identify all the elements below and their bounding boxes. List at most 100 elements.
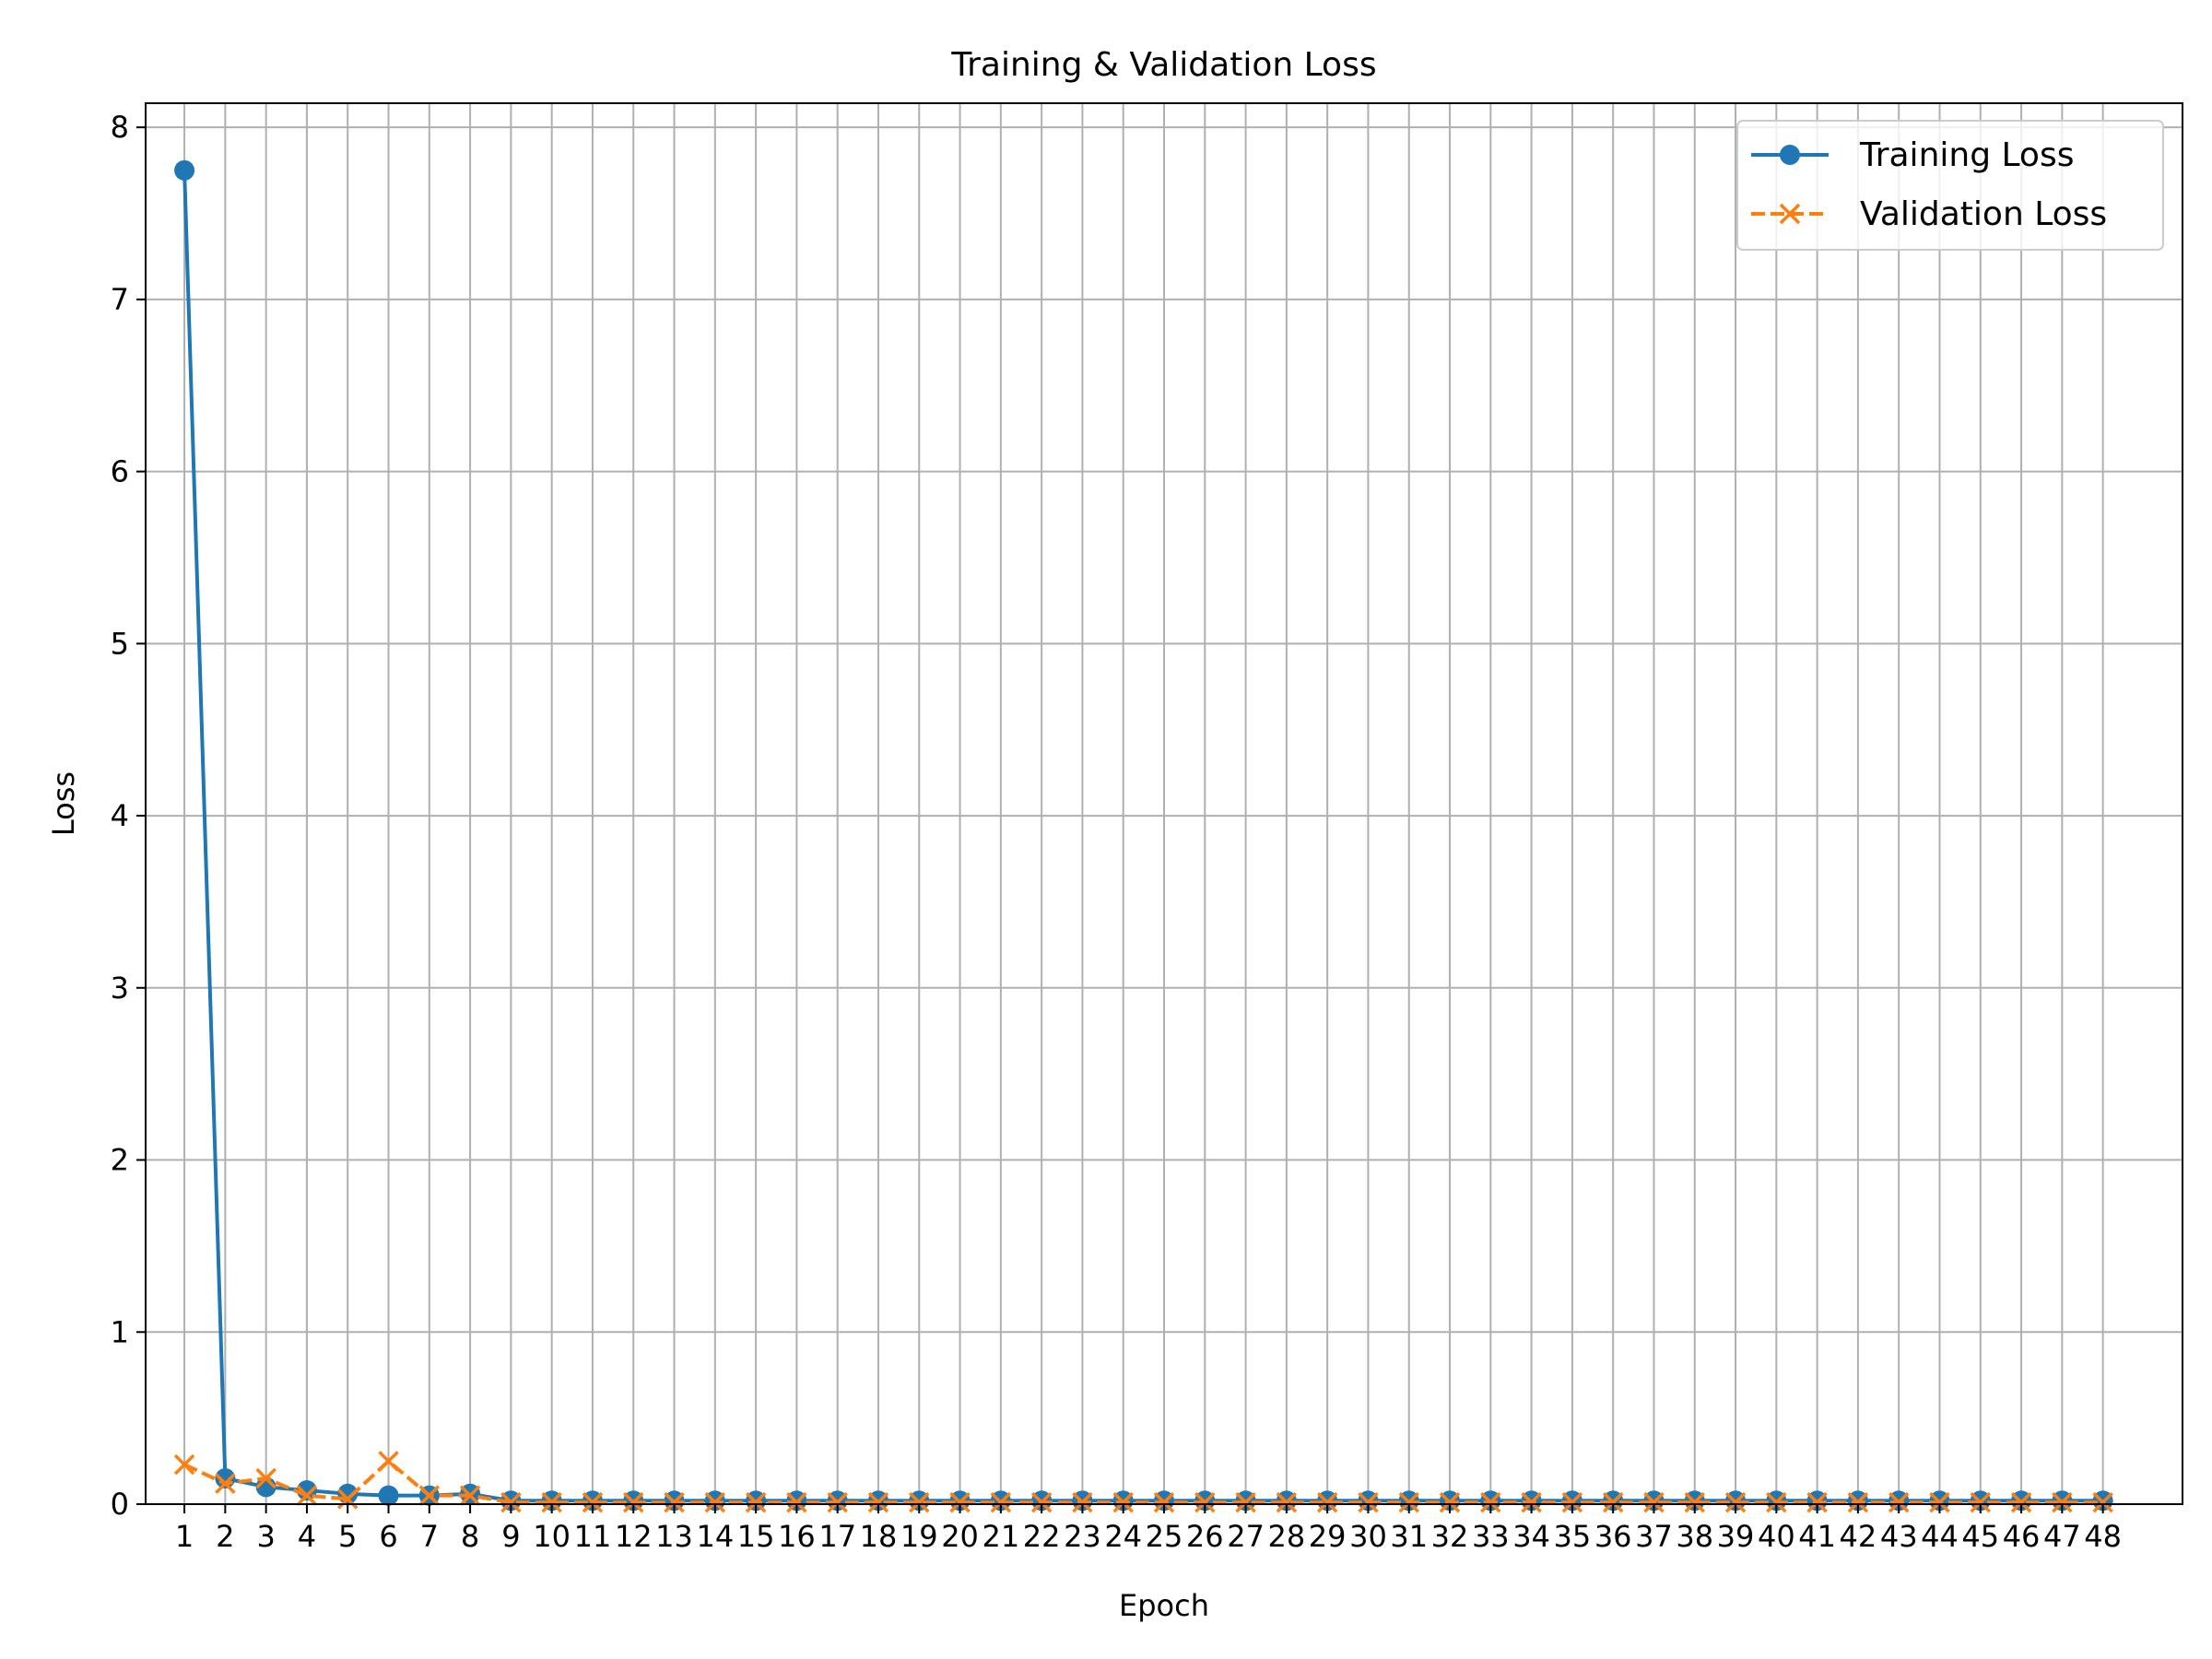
x-tick-label: 20 [941,1519,979,1554]
validation-loss-point [1276,1491,1298,1513]
validation-loss-point [1970,1491,1992,1513]
x-tick-label: 6 [379,1519,397,1554]
validation-loss-point [541,1491,562,1513]
validation-loss-point [1643,1491,1665,1513]
y-tick-label: 8 [111,110,129,145]
training-loss-point [378,1485,399,1506]
validation-loss-point [1806,1491,1828,1513]
series-layer [173,159,2113,1513]
x-tick-label: 36 [1594,1519,1632,1554]
x-tick-label: 13 [655,1519,693,1554]
x-tick-label: 22 [1023,1519,1061,1554]
x-tick-label: 24 [1104,1519,1142,1554]
x-tick-label: 11 [574,1519,612,1554]
x-tick-label: 3 [256,1519,275,1554]
x-tick-label: 7 [420,1519,439,1554]
x-tick-label: 43 [1880,1519,1918,1554]
x-tick-label: 46 [2003,1519,2041,1554]
x-tick-label: 27 [1227,1519,1265,1554]
validation-loss-point [1153,1491,1175,1513]
x-tick-label: 32 [1431,1519,1469,1554]
y-tick-label: 5 [111,626,129,661]
training-loss-point [174,159,195,181]
validation-loss-point [1521,1491,1542,1513]
legend-validation-label: Validation Loss [1860,195,2107,233]
x-tick-label: 17 [818,1519,856,1554]
x-tick-label: 21 [982,1519,1019,1554]
validation-loss-point [2052,1491,2073,1513]
x-tick-label: 29 [1309,1519,1347,1554]
x-tick-label: 4 [298,1519,316,1554]
validation-loss-point [949,1491,971,1513]
validation-loss-point [1684,1491,1705,1513]
validation-loss-point [378,1451,399,1472]
grid [146,103,2183,1505]
x-tick-label: 45 [1961,1519,1999,1554]
x-tick-label: 5 [338,1519,357,1554]
validation-loss-point [623,1491,644,1513]
validation-loss-point [704,1491,726,1513]
validation-loss-point [2010,1491,2032,1513]
y-tick-label: 0 [111,1487,129,1522]
validation-loss-point [1439,1491,1461,1513]
x-tick-label: 30 [1349,1519,1387,1554]
validation-loss-point [867,1491,889,1513]
x-tick-label: 14 [696,1519,734,1554]
validation-loss-point [827,1491,848,1513]
y-tick-label: 7 [111,282,129,317]
validation-loss-point [1602,1491,1624,1513]
training-loss-point [296,1480,317,1501]
validation-loss-point [786,1491,807,1513]
y-axis-label: Loss [46,771,81,836]
legend-training-marker [1780,145,1800,165]
validation-loss-point [215,1473,236,1494]
validation-loss-point [990,1491,1012,1513]
validation-loss-point [664,1491,685,1513]
x-tick-label: 2 [216,1519,234,1554]
y-tick-label: 4 [111,798,129,833]
validation-loss-point [500,1491,522,1513]
legend-box [1736,120,2164,251]
y-tick-label: 3 [111,971,129,1006]
x-tick-label: 25 [1146,1519,1183,1554]
validation-loss-point [1316,1491,1338,1513]
x-tick-label: 8 [461,1519,479,1554]
validation-loss-point [336,1488,359,1510]
validation-loss-point [1235,1491,1256,1513]
x-tick-label: 19 [900,1519,938,1554]
x-tick-label: 1 [175,1519,194,1554]
x-tick-label: 33 [1472,1519,1510,1554]
validation-loss-point [2092,1491,2113,1513]
validation-loss-point [1888,1491,1910,1513]
y-tick-label: 1 [111,1314,129,1349]
chart-title: Training & Validation Loss [950,46,1376,84]
validation-loss-point [1112,1491,1134,1513]
validation-loss-point [1929,1491,1950,1513]
x-tick-label: 44 [1921,1519,1959,1554]
x-tick-label: 38 [1676,1519,1713,1554]
x-tick-label: 40 [1758,1519,1795,1554]
x-tick-label: 31 [1390,1519,1428,1554]
x-tick-label: 37 [1635,1519,1673,1554]
x-tick-label: 42 [1840,1519,1877,1554]
validation-loss-point [1724,1491,1747,1513]
validation-loss-point [1194,1491,1216,1513]
x-tick-label: 28 [1268,1519,1306,1554]
axes: 1 2 3 4 5 6 7 8 9 10 11 12 13 14 15 16 17 18 19 20 21 22 23 24 2… [111,110,2122,1554]
validation-loss-point [1847,1491,1869,1513]
validation-loss-point [296,1485,318,1506]
validation-loss-point [1561,1491,1583,1513]
legend: Training Loss Validation Loss [1736,120,2164,251]
validation-loss-point [255,1467,276,1489]
validation-loss-point [1030,1491,1053,1513]
x-tick-label: 41 [1798,1519,1836,1554]
validation-loss-point [1480,1491,1501,1513]
validation-loss-point [1358,1491,1379,1513]
y-tick-label: 6 [111,454,129,489]
x-tick-label: 18 [860,1519,898,1554]
y-tick-label: 2 [111,1143,129,1178]
x-tick-label: 39 [1717,1519,1755,1554]
x-tick-label: 12 [615,1519,653,1554]
x-tick-label: 26 [1186,1519,1224,1554]
